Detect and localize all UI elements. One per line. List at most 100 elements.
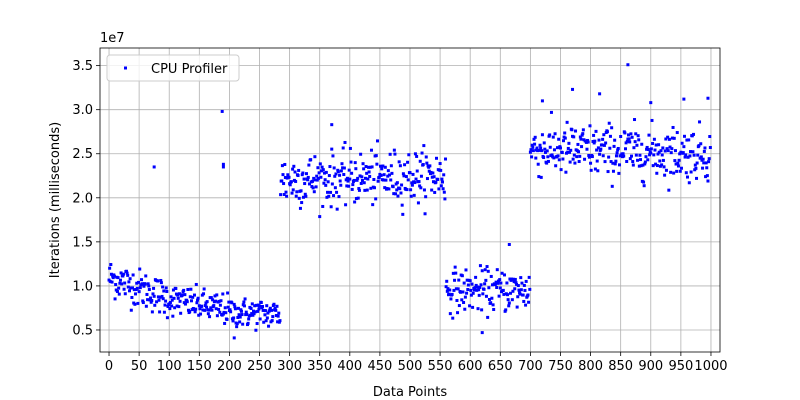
data-point bbox=[341, 166, 345, 170]
data-point bbox=[401, 212, 405, 216]
data-point bbox=[160, 294, 164, 298]
data-point bbox=[571, 87, 575, 91]
data-point bbox=[522, 299, 526, 303]
data-point bbox=[587, 155, 591, 159]
data-point bbox=[595, 148, 599, 152]
data-point bbox=[197, 313, 201, 317]
data-point bbox=[672, 171, 676, 175]
data-point bbox=[609, 160, 613, 164]
data-point bbox=[655, 164, 659, 168]
data-point bbox=[223, 321, 227, 325]
data-point bbox=[304, 194, 308, 198]
data-point bbox=[352, 178, 356, 182]
data-point bbox=[422, 144, 426, 148]
data-point bbox=[294, 179, 298, 183]
data-point bbox=[174, 287, 178, 290]
data-point bbox=[261, 305, 265, 308]
grid bbox=[100, 48, 720, 352]
data-point bbox=[385, 187, 389, 191]
data-point bbox=[285, 194, 289, 198]
data-point bbox=[602, 133, 606, 137]
data-point bbox=[528, 150, 532, 154]
data-point bbox=[158, 295, 162, 299]
data-point bbox=[586, 140, 590, 144]
data-point bbox=[432, 175, 436, 179]
data-point bbox=[560, 151, 564, 155]
data-point bbox=[667, 188, 671, 192]
data-point bbox=[383, 165, 387, 169]
data-point bbox=[592, 133, 596, 137]
data-point bbox=[405, 188, 409, 192]
data-point bbox=[477, 293, 481, 297]
data-point bbox=[326, 180, 330, 184]
data-point bbox=[202, 287, 206, 291]
data-point bbox=[538, 143, 542, 147]
data-point bbox=[365, 171, 369, 175]
data-point bbox=[487, 286, 491, 290]
data-point bbox=[460, 298, 464, 302]
data-point bbox=[546, 159, 550, 163]
data-point bbox=[546, 155, 550, 159]
data-point bbox=[347, 184, 351, 188]
data-point bbox=[332, 194, 336, 198]
x-tick-label: 900 bbox=[638, 359, 663, 374]
data-point bbox=[109, 272, 113, 276]
data-point bbox=[428, 164, 432, 168]
data-point bbox=[468, 279, 472, 283]
data-point bbox=[277, 320, 281, 324]
data-point bbox=[199, 312, 203, 316]
data-point bbox=[165, 289, 169, 293]
data-point bbox=[314, 185, 318, 189]
data-point bbox=[252, 309, 255, 313]
data-point bbox=[443, 197, 447, 201]
x-tick-label: 850 bbox=[608, 359, 633, 374]
data-point bbox=[462, 281, 466, 285]
data-point bbox=[456, 311, 460, 315]
data-point bbox=[652, 137, 656, 141]
data-point bbox=[284, 190, 288, 194]
data-point bbox=[196, 296, 200, 300]
data-point bbox=[372, 178, 376, 182]
data-point bbox=[353, 200, 357, 204]
data-point bbox=[350, 187, 354, 191]
data-point bbox=[161, 285, 165, 289]
data-point bbox=[468, 304, 472, 308]
data-point bbox=[617, 171, 621, 175]
data-point bbox=[259, 301, 263, 304]
data-point bbox=[249, 306, 253, 310]
data-point bbox=[417, 180, 421, 184]
data-point bbox=[645, 145, 649, 149]
data-point bbox=[533, 142, 537, 146]
data-point bbox=[495, 285, 499, 289]
data-point bbox=[242, 300, 246, 304]
data-point bbox=[563, 131, 567, 135]
data-point bbox=[481, 292, 485, 296]
data-point bbox=[662, 165, 666, 169]
data-point bbox=[596, 169, 600, 173]
data-point bbox=[141, 301, 145, 305]
data-point bbox=[682, 97, 686, 101]
data-point bbox=[563, 136, 567, 140]
data-point bbox=[203, 304, 207, 308]
data-point bbox=[456, 287, 460, 291]
data-point bbox=[281, 173, 285, 177]
data-point bbox=[408, 171, 412, 175]
data-point bbox=[331, 154, 335, 158]
data-point bbox=[475, 285, 479, 289]
data-point bbox=[218, 303, 222, 307]
data-point bbox=[368, 174, 372, 178]
data-point bbox=[283, 176, 287, 180]
x-tick-label: 800 bbox=[578, 359, 603, 374]
data-point bbox=[354, 167, 358, 171]
data-point bbox=[300, 201, 304, 205]
data-point bbox=[189, 287, 193, 291]
data-point bbox=[480, 308, 484, 312]
data-point bbox=[228, 308, 232, 312]
data-point bbox=[250, 312, 254, 316]
data-point bbox=[623, 131, 627, 135]
data-point bbox=[180, 293, 184, 297]
data-point bbox=[321, 168, 325, 172]
data-point bbox=[335, 190, 339, 194]
data-point bbox=[164, 299, 168, 303]
data-point bbox=[353, 161, 357, 165]
